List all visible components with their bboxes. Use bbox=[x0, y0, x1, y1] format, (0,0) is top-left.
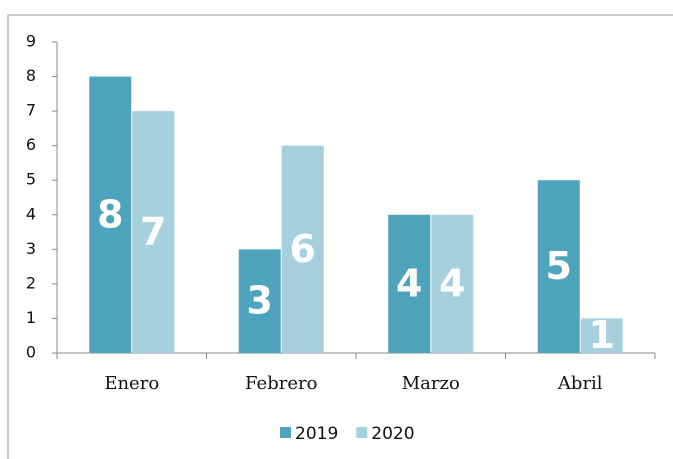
bar bbox=[132, 111, 175, 353]
y-tick-label: 8 bbox=[26, 66, 36, 85]
bar bbox=[537, 180, 580, 353]
bar bbox=[580, 318, 623, 353]
legend-label: 2019 bbox=[295, 424, 338, 444]
y-tick-label: 9 bbox=[26, 32, 36, 51]
y-tick-label: 1 bbox=[26, 308, 36, 327]
legend-label: 2020 bbox=[371, 424, 414, 444]
bar bbox=[388, 214, 431, 353]
data-label: 1 bbox=[589, 313, 615, 357]
x-tick-label: Enero bbox=[104, 373, 159, 394]
legend-swatch bbox=[356, 427, 368, 438]
data-label: 5 bbox=[546, 244, 572, 288]
data-label: 4 bbox=[439, 261, 465, 305]
y-tick-label: 0 bbox=[26, 343, 36, 362]
data-label: 6 bbox=[290, 227, 316, 271]
frame bbox=[7, 14, 673, 459]
y-tick-label: 4 bbox=[26, 204, 36, 223]
y-tick-label: 7 bbox=[26, 101, 36, 120]
x-tick-label: Marzo bbox=[402, 373, 460, 394]
data-label: 8 bbox=[97, 192, 123, 236]
y-tick-label: 5 bbox=[26, 170, 36, 189]
y-tick-label: 6 bbox=[26, 135, 36, 154]
bar bbox=[281, 145, 324, 353]
y-tick-label: 2 bbox=[26, 273, 36, 292]
data-label: 4 bbox=[396, 261, 422, 305]
x-tick-label: Abril bbox=[557, 373, 603, 394]
x-tick-label: Febrero bbox=[245, 373, 317, 394]
legend-swatch bbox=[280, 427, 291, 438]
data-label: 3 bbox=[247, 279, 273, 323]
bar bbox=[89, 76, 132, 354]
data-label: 7 bbox=[140, 210, 166, 254]
bar bbox=[431, 214, 474, 353]
bar bbox=[238, 249, 281, 353]
y-tick-label: 3 bbox=[26, 239, 36, 258]
